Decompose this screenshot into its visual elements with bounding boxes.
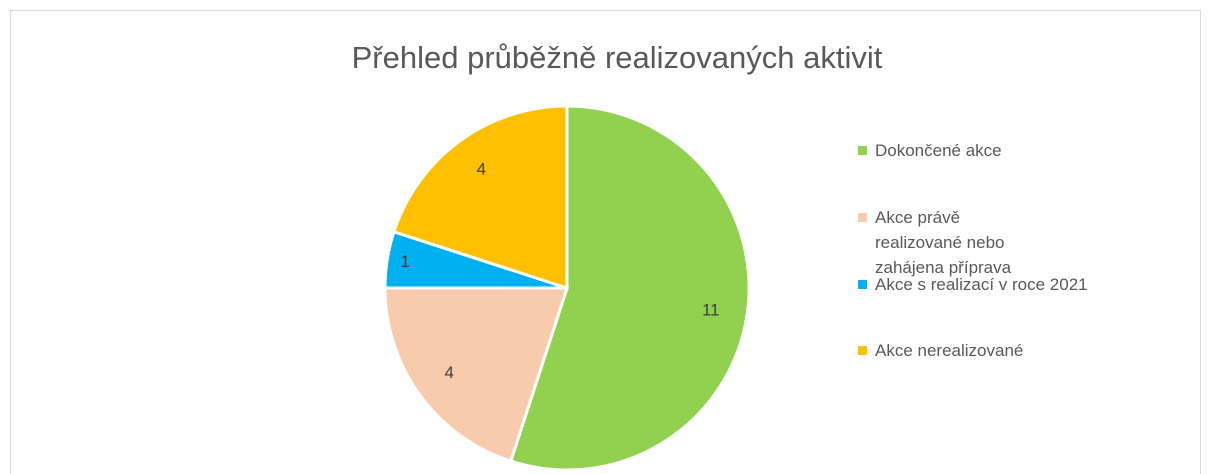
legend-item: Akce s realizací v roce 2021	[858, 272, 1175, 297]
legend-swatch	[858, 213, 867, 222]
data-label: 11	[702, 300, 720, 319]
pie-slice	[392, 104, 569, 291]
chart-frame	[10, 10, 1201, 474]
legend-item: Akce právě realizované nebo zahájena pří…	[858, 205, 1045, 280]
data-label: 4	[477, 160, 486, 179]
legend-label: Akce nerealizované	[875, 341, 1024, 360]
legend-item: Dokončené akce	[858, 138, 1175, 163]
legend-label: Akce právě realizované nebo zahájena pří…	[875, 208, 1012, 277]
legend-swatch	[858, 346, 867, 355]
legend-label: Dokončené akce	[875, 141, 1002, 160]
data-label: 1	[400, 252, 409, 271]
legend-label: Akce s realizací v roce 2021	[875, 275, 1088, 294]
pie-slice	[383, 286, 570, 463]
legend-swatch	[858, 146, 867, 155]
legend-item: Akce nerealizované	[858, 338, 1175, 363]
pie-slice	[508, 104, 751, 472]
chart-title: Přehled průběžně realizovaných aktivit	[352, 40, 883, 75]
data-label: 4	[444, 363, 453, 382]
legend-swatch	[858, 280, 867, 289]
